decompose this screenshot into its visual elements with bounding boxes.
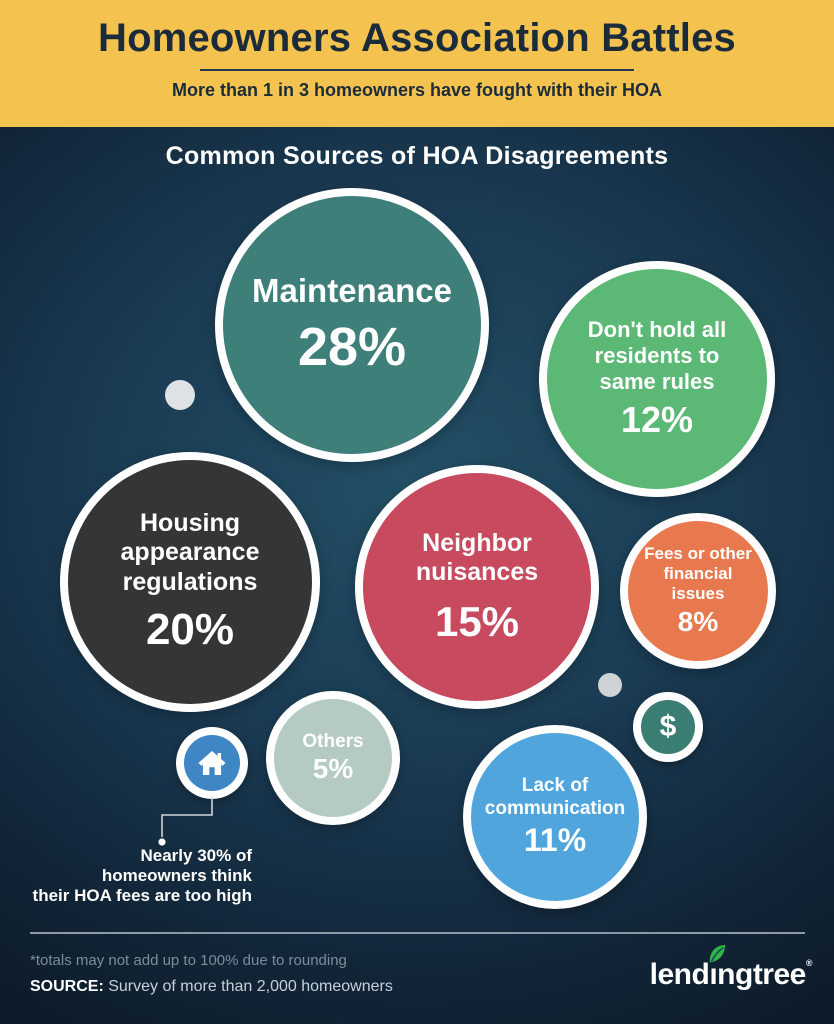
- bubble-same-rules: Don't hold all residents to same rules 1…: [539, 261, 775, 497]
- bubble-label: Housing appearance regulations: [120, 508, 260, 596]
- page-subtitle: More than 1 in 3 homeowners have fought …: [171, 80, 663, 100]
- annotation-line: homeowners think: [101, 866, 252, 885]
- annotation-line: Nearly 30% of: [140, 846, 253, 865]
- decorative-dot: [598, 673, 622, 697]
- bubble-label: Fees or other financial issues: [644, 543, 752, 604]
- bubble-neighbor-nuisances: Neighbor nuisances 15%: [355, 465, 599, 709]
- header-divider: [200, 69, 634, 71]
- chart-title: Common Sources of HOA Disagreements: [165, 142, 669, 170]
- bubble-label: Others: [302, 730, 364, 752]
- bubble-others: Others 5%: [266, 691, 400, 825]
- bubble-label: Don't hold all residents to same rules: [587, 317, 727, 394]
- header-banner: Homeowners Association Battles More than…: [0, 0, 834, 127]
- bubble-value: 11%: [523, 821, 587, 858]
- bubble-value: 15%: [434, 597, 520, 645]
- footer-note: *totals may not add up to 100% due to ro…: [30, 952, 347, 969]
- bubble-label: Lack of communication: [484, 775, 626, 819]
- footer-divider: [30, 932, 805, 934]
- bubble-label: Neighbor nuisances: [415, 528, 539, 587]
- dollar-badge: $: [633, 692, 703, 762]
- bubble-fees-financial: Fees or other financial issues 8%: [620, 513, 776, 669]
- logo-text-2: ıngtree: [709, 958, 806, 991]
- bubble-value: 20%: [145, 605, 235, 655]
- fees-annotation: Nearly 30% of homeowners think their HOA…: [28, 846, 252, 906]
- house-badge: [176, 727, 248, 799]
- callout-connector: [158, 797, 213, 846]
- source-text: Survey of more than 2,000 homeowners: [103, 978, 393, 995]
- bubble-housing-appearance: Housing appearance regulations 20%: [60, 452, 320, 712]
- bubble-value: 5%: [312, 753, 354, 785]
- source-label: SOURCE:: [30, 978, 104, 995]
- decorative-dot: [165, 380, 195, 410]
- bubble-lack-communication: Lack of communication 11%: [463, 725, 647, 909]
- lendingtree-logo: lendıngtree®: [649, 944, 813, 992]
- bubble-value: 8%: [677, 606, 719, 638]
- page-title: Homeowners Association Battles: [97, 16, 736, 60]
- footer-source: SOURCE: Survey of more than 2,000 homeow…: [30, 978, 393, 996]
- logo-text-1: lend: [649, 958, 710, 991]
- bubble-value: 28%: [297, 317, 407, 378]
- bubble-value: 12%: [620, 398, 694, 440]
- house-icon: [184, 735, 240, 791]
- bubble-label: Maintenance: [252, 271, 452, 309]
- leaf-icon: [709, 944, 725, 963]
- annotation-line: their HOA fees are too high: [32, 886, 252, 905]
- dollar-icon: $: [641, 700, 695, 754]
- bubble-maintenance: Maintenance 28%: [215, 188, 489, 462]
- logo-trademark: ®: [805, 958, 813, 968]
